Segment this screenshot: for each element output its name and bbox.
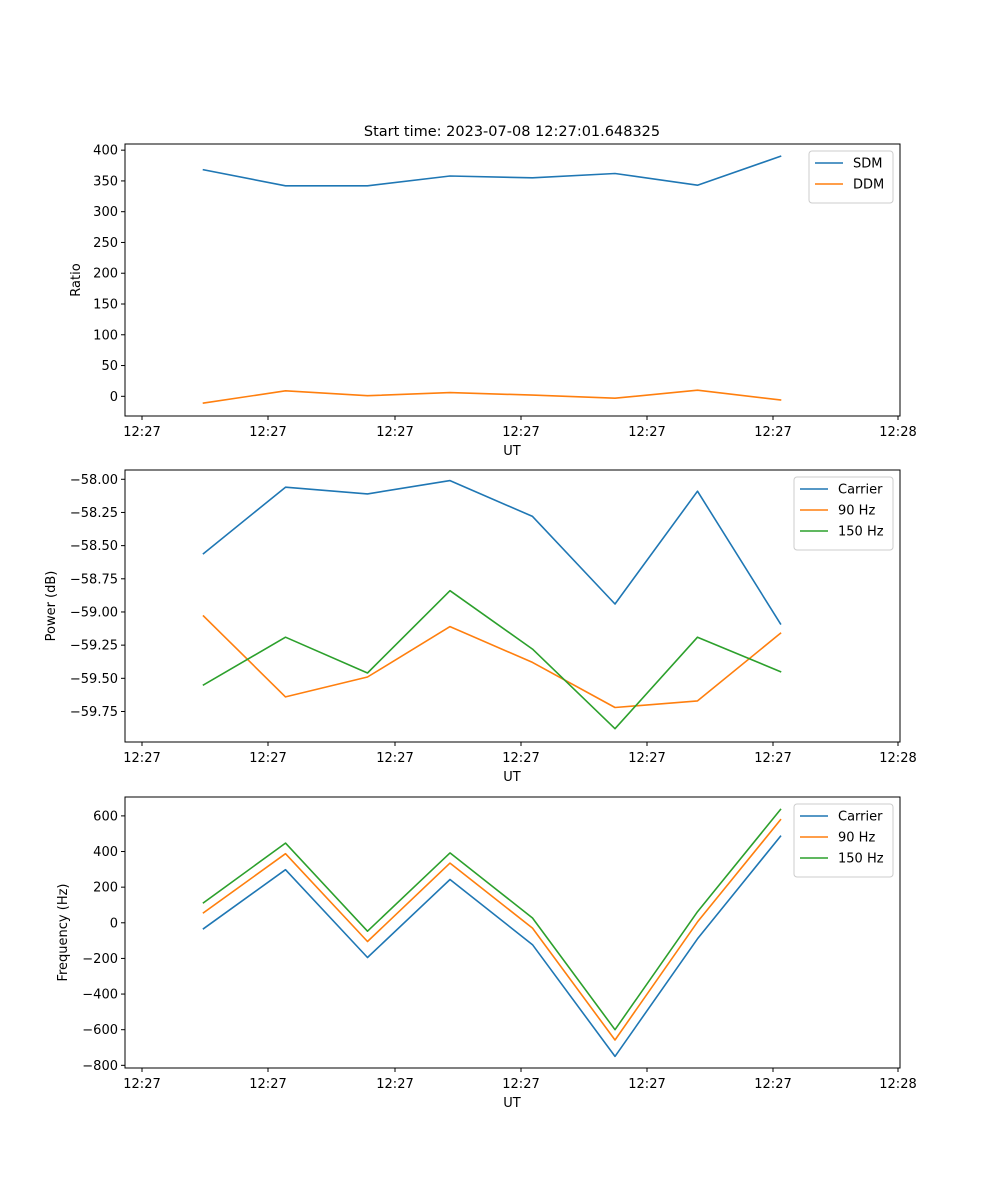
ratio-legend-box: [808, 150, 894, 204]
ratio-x-tick-label: 12:28: [879, 425, 916, 440]
ratio-y-tick-label: 200: [93, 267, 118, 282]
ratio-legend: SDM DDM: [808, 150, 894, 204]
power-y-tick-label: −59.75: [70, 705, 118, 720]
ratio-x-tick-label: 12:27: [502, 425, 539, 440]
power-panel: 12:27 12:27 12:27 12:27 12:27 12:27 12:28 −59.7…: [44, 469, 917, 785]
ratio-y-tick-label: 300: [93, 205, 118, 220]
power-series-carrier-line: [202, 479, 782, 626]
ratio-y-tick-label: 0: [110, 390, 118, 405]
frequency-x-tick-label: 12:27: [628, 1077, 665, 1092]
power-x-tick-label: 12:27: [123, 751, 160, 766]
ratio-x-tick-label: 12:27: [376, 425, 413, 440]
power-legend: Carrier 90 Hz 150 Hz: [793, 476, 894, 551]
frequency-y-tick-label: −600: [82, 1023, 118, 1038]
frequency-y-tick-label: −400: [82, 988, 118, 1003]
frequency-x-tick-label: 12:27: [249, 1077, 286, 1092]
power-legend-label: Carrier: [838, 483, 883, 498]
ratio-legend-label: SDM: [853, 157, 882, 172]
power-plot-area: [124, 469, 901, 743]
power-y-tick-label: −58.25: [70, 506, 118, 521]
frequency-y-tick-label: 200: [93, 881, 118, 896]
power-y-axis-label: Power (dB): [44, 571, 59, 642]
ratio-y-tick-label: 350: [93, 174, 118, 189]
power-y-tick-label: −58.75: [70, 572, 118, 587]
power-legend-label: 150 Hz: [838, 525, 884, 540]
power-x-tick-label: 12:27: [628, 751, 665, 766]
frequency-y-tick-label: −800: [82, 1059, 118, 1074]
ratio-series-ddm-line: [202, 389, 782, 405]
frequency-y-tick-label: 400: [93, 845, 118, 860]
power-x-tick-label: 12:27: [376, 751, 413, 766]
power-y-tick-label: −59.25: [70, 639, 118, 654]
power-y-tick-label: −58.50: [70, 539, 118, 554]
frequency-legend: Carrier 90 Hz 150 Hz: [793, 803, 894, 878]
frequency-series-90-hz-line: [202, 818, 782, 1041]
ratio-x-tick-label: 12:27: [123, 425, 160, 440]
ratio-y-tick-label: 100: [93, 328, 118, 343]
power-x-tick-label: 12:27: [249, 751, 286, 766]
ratio-y-tick-label: 150: [93, 298, 118, 313]
ratio-x-tick-label: 12:27: [249, 425, 286, 440]
ratio-y-tick-label: 250: [93, 236, 118, 251]
frequency-x-tick-label: 12:27: [123, 1077, 160, 1092]
frequency-legend-label: 90 Hz: [838, 831, 875, 846]
ratio-panel: 12:27 12:27 12:27 12:27 12:27 12:27 12:28 0 50 10…: [69, 143, 917, 459]
power-legend-label: 90 Hz: [838, 504, 875, 519]
frequency-y-tick-label: 600: [93, 809, 118, 824]
frequency-panel: 12:27 12:27 12:27 12:27 12:27 12:27 12:28 −800 −…: [56, 796, 917, 1111]
frequency-plot-area: [124, 796, 901, 1069]
power-x-tick-label: 12:27: [502, 751, 539, 766]
ratio-series-sdm-line: [202, 155, 782, 187]
power-x-tick-label: 12:27: [754, 751, 791, 766]
power-series-150-hz-line: [202, 589, 782, 730]
power-series-90-hz-line: [202, 614, 782, 709]
frequency-x-tick-label: 12:27: [502, 1077, 539, 1092]
ratio-x-tick-label: 12:27: [754, 425, 791, 440]
ratio-y-axis-label: Ratio: [69, 263, 84, 296]
figure-title: Start time: 2023-07-08 12:27:01.648325: [364, 124, 660, 140]
frequency-y-axis-label: Frequency (Hz): [56, 883, 71, 981]
power-y-tick-label: −59.50: [70, 672, 118, 687]
frequency-series-150-hz-line: [202, 808, 782, 1031]
power-y-tick-label: −59.00: [70, 605, 118, 620]
power-x-axis-label: UT: [503, 770, 521, 785]
ratio-y-tick-label: 400: [93, 144, 118, 159]
power-x-tick-label: 12:28: [879, 751, 916, 766]
frequency-x-tick-label: 12:27: [376, 1077, 413, 1092]
frequency-x-tick-label: 12:27: [754, 1077, 791, 1092]
frequency-x-tick-label: 12:28: [879, 1077, 916, 1092]
frequency-legend-label: Carrier: [838, 810, 883, 825]
ratio-x-tick-label: 12:27: [628, 425, 665, 440]
ratio-legend-label: DDM: [853, 178, 884, 193]
ratio-y-tick-label: 50: [101, 359, 118, 374]
frequency-y-tick-label: −200: [82, 952, 118, 967]
frequency-x-axis-label: UT: [503, 1096, 521, 1111]
power-y-tick-label: −58.00: [70, 473, 118, 488]
frequency-legend-label: 150 Hz: [838, 852, 884, 867]
frequency-y-tick-label: 0: [110, 916, 118, 931]
ratio-x-axis-label: UT: [503, 444, 521, 459]
ratio-plot-area: [124, 143, 901, 417]
frequency-series-carrier-line: [202, 835, 782, 1058]
